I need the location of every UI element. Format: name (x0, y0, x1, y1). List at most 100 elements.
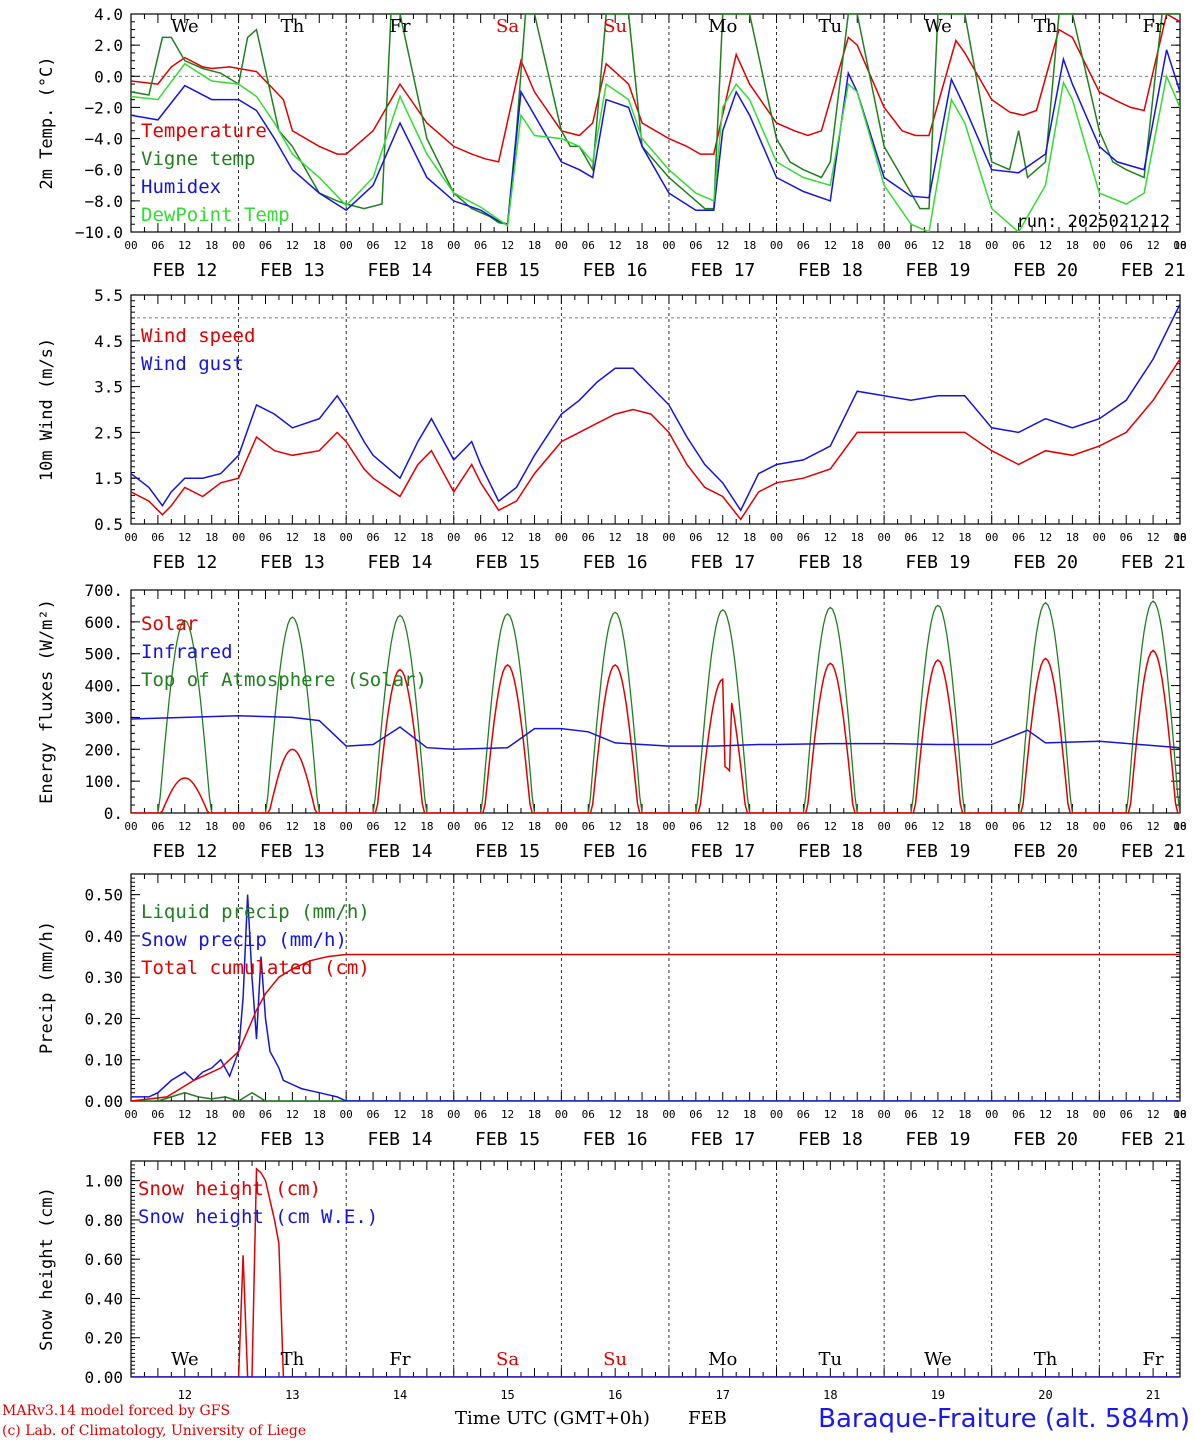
y-axis-label: Precip (mm/h) (37, 921, 57, 1054)
hour-tick-label: 18 (743, 531, 756, 544)
hour-tick-label: 18 (313, 820, 326, 833)
date-label: FEB 15 (475, 841, 540, 862)
date-label: FEB 13 (260, 260, 325, 281)
hour-tick-label: 00 (878, 239, 891, 252)
hour-tick-label: 12 (931, 820, 944, 833)
hour-tick-label: 12 (716, 239, 729, 252)
legend-entry: Total cumulated (cm) (141, 957, 370, 979)
hour-tick-label: 18 (420, 239, 433, 252)
hour-tick-label: 12 (716, 531, 729, 544)
hour-tick-label: 00 (447, 239, 460, 252)
hour-tick-label: 18 (1173, 239, 1186, 252)
hour-tick-label: 12 (286, 531, 299, 544)
hour-tick-label: 06 (474, 239, 487, 252)
hour-tick-label: 00 (985, 531, 998, 544)
legend-entry: Infrared (141, 641, 233, 663)
date-label: FEB 14 (367, 260, 432, 281)
hour-tick-label: 18 (1066, 531, 1079, 544)
day-number: 20 (1038, 1388, 1052, 1402)
date-label: FEB 21 (1121, 841, 1186, 862)
hour-tick-label: 00 (985, 820, 998, 833)
hour-tick-label: 18 (743, 1108, 756, 1121)
hour-tick-label: 18 (851, 1108, 864, 1121)
hour-tick-label: 12 (609, 531, 622, 544)
hour-tick-label: 12 (178, 820, 191, 833)
weekday-label-top: Fr (1143, 16, 1164, 37)
day-number: 13 (285, 1388, 299, 1402)
series-line-0 (131, 1091, 1180, 1101)
date-label: FEB 17 (690, 841, 755, 862)
weekday-label-top: Th (1034, 16, 1058, 37)
panel-5: 1.00 0.80 0.60 0.40 0.20 0.00 Snow height (cm)… (37, 1160, 1181, 1387)
series-line-0 (131, 358, 1180, 521)
date-label: FEB 13 (260, 552, 325, 573)
hour-tick-label: 12 (1146, 531, 1159, 544)
date-label: FEB 13 (260, 1129, 325, 1150)
series-group (131, 600, 1180, 813)
hour-tick-label: 00 (878, 820, 891, 833)
hour-tick-label: 12 (178, 239, 191, 252)
hour-tick-label: 00 (1093, 531, 1106, 544)
y-tick-label: 0.40 (84, 927, 123, 946)
day-number: 18 (823, 1388, 837, 1402)
hour-tick-label: 12 (609, 820, 622, 833)
date-label: FEB 20 (1013, 260, 1078, 281)
hour-tick-label: 18 (313, 531, 326, 544)
date-label: FEB 17 (690, 552, 755, 573)
y-tick-label: 1.5 (94, 469, 123, 488)
legend-entry: Wind speed (141, 325, 255, 347)
hour-tick-label: 18 (958, 531, 971, 544)
hour-tick-label: 12 (393, 1108, 406, 1121)
station-label: Baraque-Fraiture (alt. 584m) (818, 1404, 1190, 1434)
hour-tick-label: 00 (447, 1108, 460, 1121)
date-label: FEB 21 (1121, 552, 1186, 573)
hour-tick-label: 06 (582, 531, 595, 544)
hour-tick-label: 00 (124, 239, 137, 252)
hour-tick-label: 18 (528, 531, 541, 544)
y-tick-label: 0.0 (94, 67, 123, 86)
hour-tick-label: 18 (958, 1108, 971, 1121)
series-group (131, 14, 1180, 232)
y-tick-label: 0.60 (84, 1250, 123, 1269)
hour-tick-label: 18 (1066, 820, 1079, 833)
hour-tick-label: 06 (797, 239, 810, 252)
legend-entry: Liquid precip (mm/h) (141, 901, 370, 923)
hour-tick-label: 00 (1173, 1108, 1186, 1121)
hour-tick-label: 06 (1012, 820, 1025, 833)
day-number: 21 (1146, 1388, 1160, 1402)
hour-tick-label: 12 (931, 1108, 944, 1121)
hour-tick-label: 18 (205, 531, 218, 544)
y-tick-label: 100. (84, 772, 123, 791)
panel-2: 5.5 4.5 3.5 2.5 1.5 0.5 10m Wind (m/s) 00 06 12 18… (37, 286, 1187, 573)
hour-tick-label: 06 (151, 531, 164, 544)
y-axis-label: 10m Wind (m/s) (37, 338, 57, 481)
weekday-label-top: Mo (708, 16, 737, 37)
hour-tick-label: 06 (259, 1108, 272, 1121)
hour-tick-label: 06 (582, 239, 595, 252)
hour-tick-label: 18 (851, 531, 864, 544)
hour-tick-label: 18 (1173, 820, 1186, 833)
hour-tick-label: 12 (501, 239, 514, 252)
legend-entry: Snow precip (mm/h) (141, 929, 347, 951)
weekday-label-bottom: Th (281, 1349, 305, 1370)
hour-tick-label: 12 (1039, 1108, 1052, 1121)
y-axis-label: 2m Temp. (°C) (37, 56, 57, 189)
date-label: FEB 18 (798, 841, 863, 862)
hour-tick-label: 12 (393, 239, 406, 252)
hour-tick-label: 06 (904, 820, 917, 833)
hour-tick-label: 06 (259, 531, 272, 544)
hour-tick-label: 18 (205, 820, 218, 833)
day-number: 19 (931, 1388, 945, 1402)
y-tick-label: 700. (84, 581, 123, 600)
date-label: FEB 14 (367, 1129, 432, 1150)
hour-tick-label: 12 (1039, 820, 1052, 833)
y-tick-label: 0.00 (84, 1092, 123, 1111)
series-line-1 (131, 303, 1180, 512)
date-label: FEB 18 (798, 260, 863, 281)
hour-tick-label: 18 (313, 239, 326, 252)
hour-tick-label: 12 (716, 820, 729, 833)
series-group (131, 303, 1180, 521)
y-tick-label: −2.0 (84, 98, 123, 117)
series-line-3 (131, 62, 1180, 232)
y-tick-label: −8.0 (84, 192, 123, 211)
